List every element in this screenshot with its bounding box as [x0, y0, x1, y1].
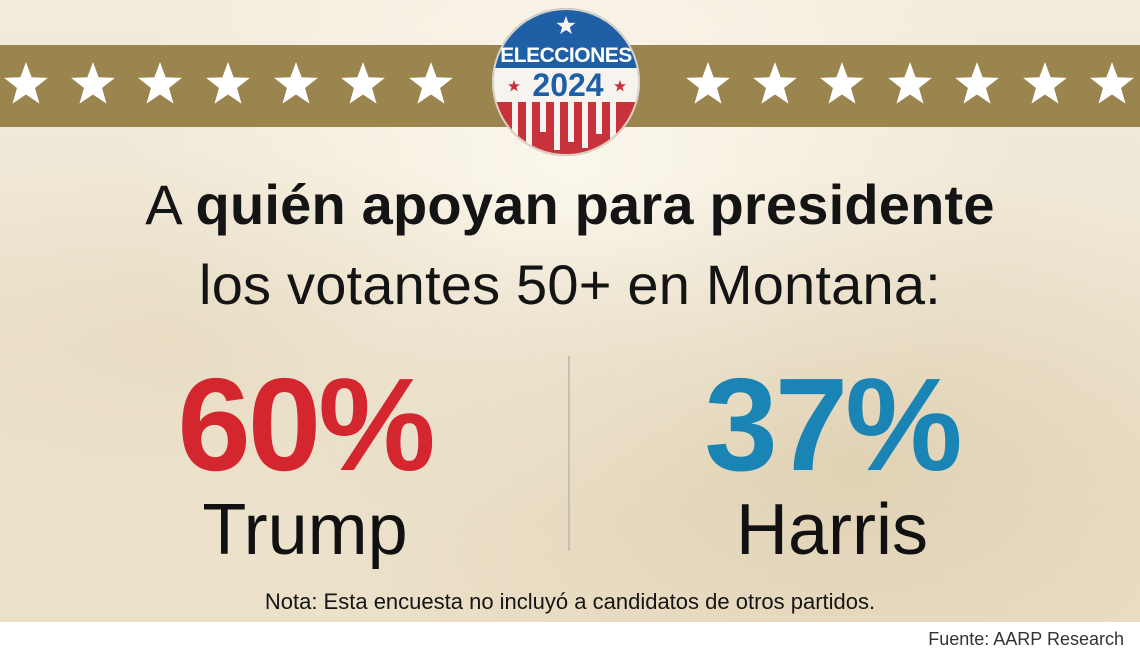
- harris-percent: 37%: [704, 351, 962, 498]
- headline-bold: quién apoyan para presidente: [195, 173, 995, 236]
- star-icon: [955, 62, 999, 104]
- elecciones-2024-badge: ELECCIONES 2024: [492, 8, 640, 156]
- badge-year: 2024: [532, 67, 603, 103]
- trump-name: Trump: [202, 490, 408, 570]
- source-credit: Fuente: AARP Research: [928, 629, 1124, 649]
- star-icon: [614, 80, 626, 92]
- infographic-poster: ELECCIONES 2024 A quién apoyan para pres…: [0, 0, 1140, 622]
- star-icon: [409, 62, 453, 104]
- star-icon: [820, 62, 864, 104]
- star-icon: [508, 80, 520, 92]
- headline-line-1: A quién apoyan para presidente: [0, 170, 1140, 240]
- star-icon: [4, 62, 48, 104]
- harris-name: Harris: [736, 490, 928, 570]
- star-icon: [274, 62, 318, 104]
- star-icon: [1090, 62, 1134, 104]
- headline-lead: A: [145, 173, 180, 236]
- star-icon: [341, 62, 385, 104]
- star-icon: [71, 62, 115, 104]
- badge-title: ELECCIONES: [500, 44, 632, 67]
- trump-percent: 60%: [177, 351, 435, 498]
- star-icon: [1023, 62, 1067, 104]
- divider: [568, 356, 570, 551]
- star-icon: [686, 62, 730, 104]
- star-icon: [888, 62, 932, 104]
- star-icon: [753, 62, 797, 104]
- star-icon: [138, 62, 182, 104]
- star-icon: [206, 62, 250, 104]
- footnote: Nota: Esta encuesta no incluyó a candida…: [264, 589, 876, 614]
- headline-line-2: los votantes 50+ en Montana:: [199, 253, 941, 316]
